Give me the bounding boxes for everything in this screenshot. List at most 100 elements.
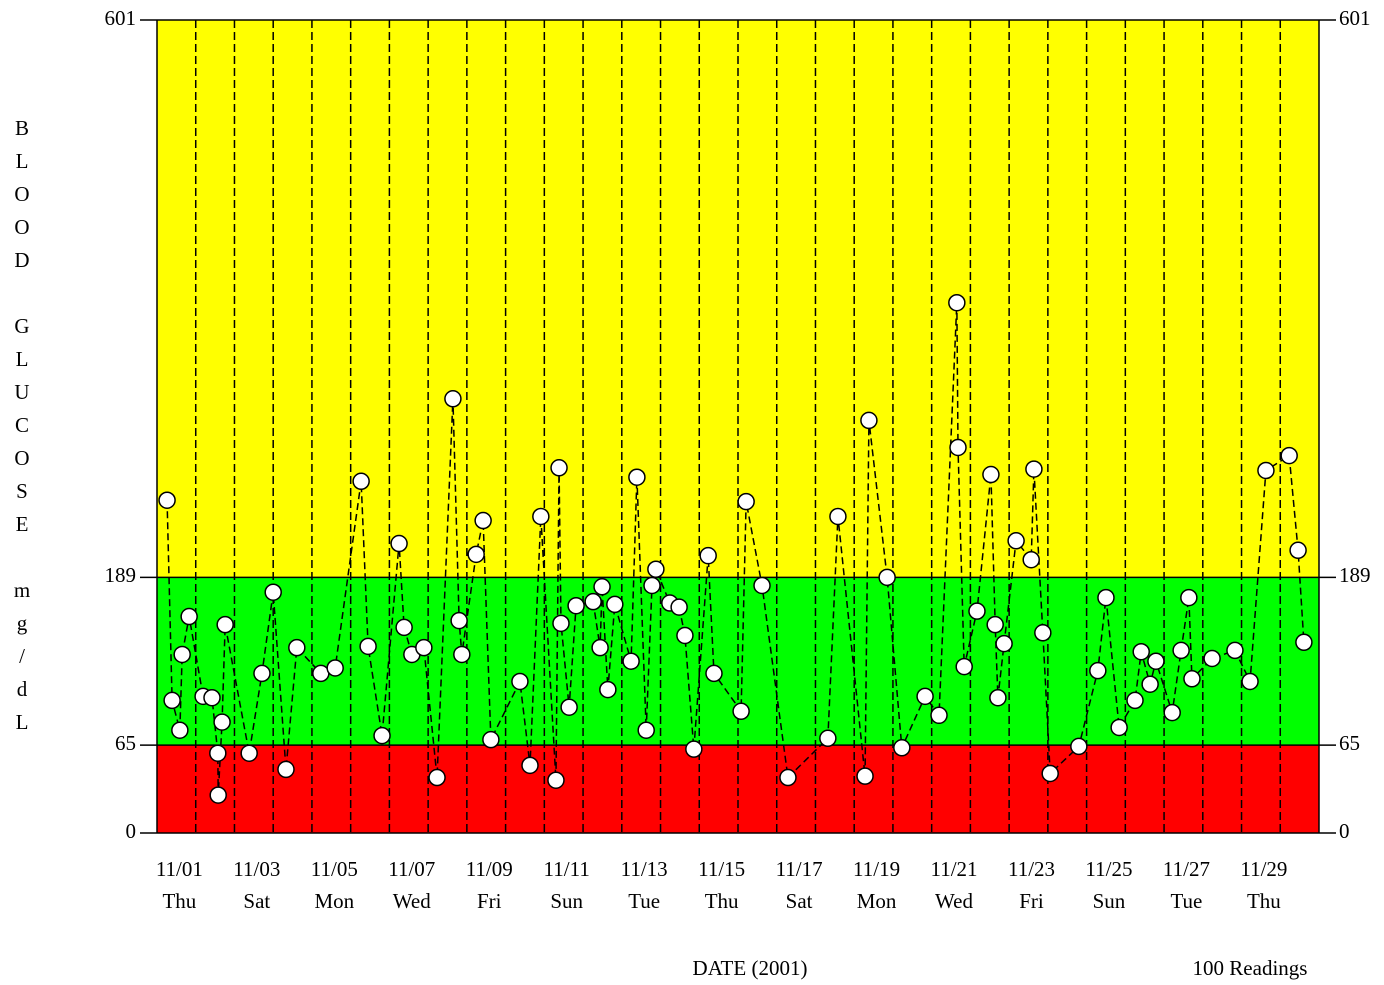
y2-tick-label: 189 — [1339, 563, 1371, 587]
x-axis-label: DATE (2001) — [693, 956, 808, 980]
data-point — [474, 511, 492, 530]
data-point — [352, 472, 370, 491]
x-tick-weekday: Fri — [477, 889, 502, 913]
data-point — [560, 698, 578, 716]
x-tick-weekday: Thu — [705, 889, 739, 913]
data-point — [453, 645, 471, 664]
x-tick-label: 11/03 — [233, 857, 280, 881]
data-point — [171, 721, 189, 739]
x-tick-label: 11/15 — [698, 857, 745, 881]
y-tick-label: 65 — [115, 731, 136, 755]
data-point — [930, 706, 948, 725]
data-point — [428, 768, 446, 787]
y-tick-label: 189 — [105, 563, 137, 587]
data-point — [1034, 624, 1052, 642]
data-point — [1141, 675, 1159, 693]
x-tick-weekday: Wed — [935, 889, 973, 913]
data-line — [166, 302, 1305, 796]
data-point — [1172, 641, 1190, 660]
data-point — [1089, 661, 1107, 680]
data-point — [216, 615, 234, 634]
data-point — [982, 465, 1000, 484]
data-point — [173, 645, 191, 664]
x-tick-label: 11/21 — [931, 857, 978, 881]
data-point — [359, 637, 377, 656]
data-point — [829, 507, 847, 526]
data-point — [916, 687, 934, 706]
data-point — [552, 614, 570, 633]
data-point — [1025, 460, 1043, 478]
data-point — [1163, 703, 1181, 722]
data-point — [628, 468, 646, 486]
data-point — [1126, 691, 1144, 710]
data-point — [986, 615, 1004, 634]
data-point — [240, 744, 258, 762]
x-tick-weekday: Sun — [550, 889, 583, 913]
data-point — [1226, 641, 1244, 660]
x-tick-weekday: Thu — [162, 889, 196, 913]
x-tick-label: 11/09 — [466, 857, 513, 881]
x-tick-label: 11/01 — [156, 857, 203, 881]
data-point — [521, 756, 539, 775]
data-point — [732, 702, 750, 721]
data-point — [878, 568, 896, 587]
data-point — [1289, 541, 1307, 560]
data-point — [203, 688, 221, 707]
data-point — [390, 534, 408, 553]
data-point — [1097, 588, 1115, 607]
data-point — [637, 721, 655, 739]
x-tick-label: 11/13 — [621, 857, 668, 881]
data-point — [373, 726, 391, 745]
data-point — [670, 598, 688, 616]
data-point — [415, 638, 433, 657]
data-point — [968, 602, 986, 620]
data-point — [444, 390, 462, 408]
x-tick-label: 11/27 — [1163, 857, 1210, 881]
x-tick-weekday: Mon — [857, 889, 897, 913]
data-point — [606, 595, 624, 614]
data-point — [593, 578, 611, 596]
data-point — [209, 786, 227, 804]
data-point — [550, 459, 568, 477]
data-point — [856, 767, 874, 785]
data-point — [685, 740, 703, 758]
data-point — [893, 739, 911, 757]
data-point — [180, 607, 198, 626]
data-point — [647, 560, 665, 578]
y2-tick-label: 0 — [1339, 819, 1350, 843]
data-point — [643, 576, 661, 595]
data-point — [288, 638, 306, 657]
data-point — [1110, 718, 1128, 737]
data-point — [547, 771, 565, 789]
x-tick-weekday: Tue — [628, 889, 660, 913]
data-point — [482, 730, 500, 749]
data-point — [1203, 649, 1221, 668]
y-tick-label: 601 — [105, 6, 137, 30]
data-point — [264, 583, 282, 601]
x-tick-label: 11/07 — [388, 857, 435, 881]
data-point — [1070, 737, 1088, 756]
data-point — [705, 664, 723, 683]
data-point — [955, 657, 973, 676]
data-point — [532, 507, 550, 526]
data-point — [599, 680, 617, 699]
data-point — [949, 438, 967, 457]
data-point — [158, 491, 176, 509]
x-tick-weekday: Thu — [1247, 889, 1281, 913]
data-point — [989, 688, 1007, 707]
data-point — [511, 672, 529, 691]
x-tick-label: 11/17 — [776, 857, 823, 881]
data-point — [1041, 764, 1059, 783]
data-point — [1280, 446, 1298, 465]
data-point — [1183, 670, 1201, 688]
data-point — [395, 618, 413, 637]
data-point — [584, 592, 602, 611]
x-tick-weekday: Sun — [1093, 889, 1126, 913]
data-point — [753, 576, 771, 595]
data-point — [1147, 652, 1165, 670]
data-point — [676, 626, 694, 645]
x-tick-label: 11/25 — [1085, 857, 1132, 881]
data-point — [277, 760, 295, 779]
